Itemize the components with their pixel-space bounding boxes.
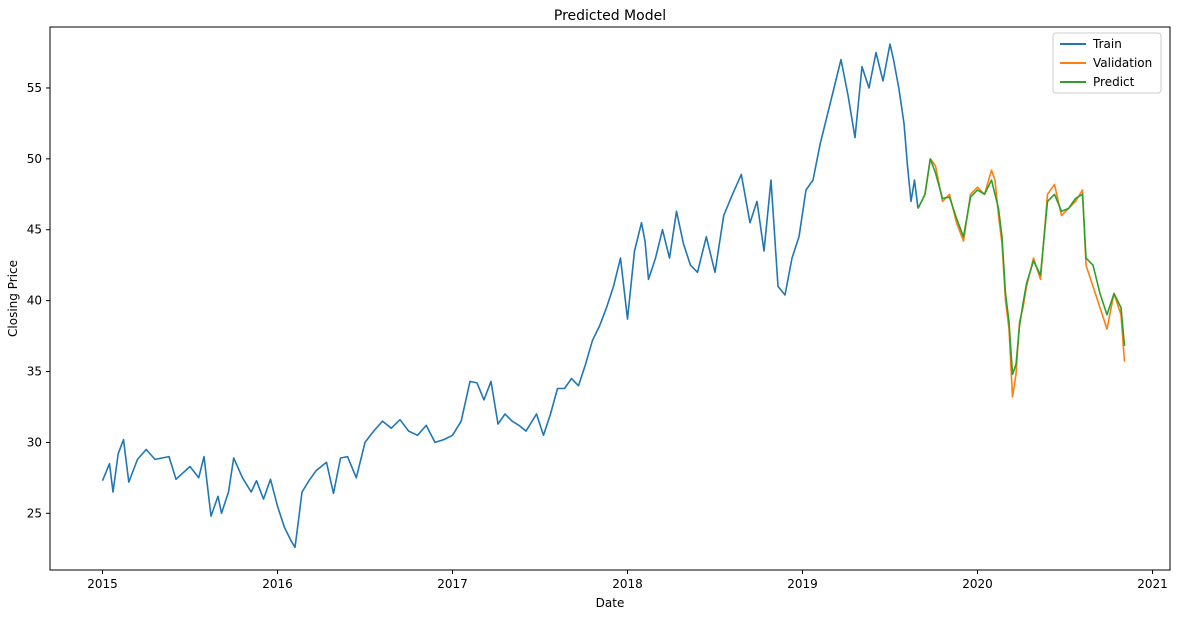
y-tick-label: 50 <box>27 152 42 166</box>
y-axis: 25 30 35 40 45 50 55 <box>27 81 50 520</box>
x-tick-label: 2016 <box>262 577 293 591</box>
x-axis-title: Date <box>596 596 625 610</box>
y-tick-label: 30 <box>27 435 42 449</box>
series-line-validation <box>917 158 1126 398</box>
y-axis-title: Closing Price <box>6 260 20 337</box>
plot-area <box>49 26 1171 571</box>
chart-title: Predicted Model <box>554 8 666 24</box>
y-tick-label: 55 <box>27 81 42 95</box>
legend-label-train: Train <box>1092 37 1122 51</box>
y-tick-label: 35 <box>27 365 42 379</box>
y-tick-label: 45 <box>27 223 42 237</box>
x-tick-label: 2015 <box>87 577 118 591</box>
y-tick-label: 25 <box>27 506 42 520</box>
x-tick-label: 2017 <box>437 577 468 591</box>
series-lines <box>101 43 1126 549</box>
legend-label-predict: Predict <box>1093 75 1135 89</box>
x-tick-label: 2018 <box>612 577 643 591</box>
series-line-train <box>101 43 919 549</box>
x-tick-label: 2020 <box>962 577 993 591</box>
x-tick-label: 2021 <box>1137 577 1168 591</box>
x-axis: 2015 2016 2017 2018 2019 2020 2021 <box>87 570 1168 591</box>
x-tick-label: 2019 <box>787 577 818 591</box>
legend-box <box>1052 32 1162 94</box>
series-line-predict <box>917 158 1126 376</box>
y-tick-label: 40 <box>27 294 42 308</box>
legend-label-validation: Validation <box>1093 56 1152 70</box>
legend: Train Validation Predict <box>1052 32 1162 94</box>
